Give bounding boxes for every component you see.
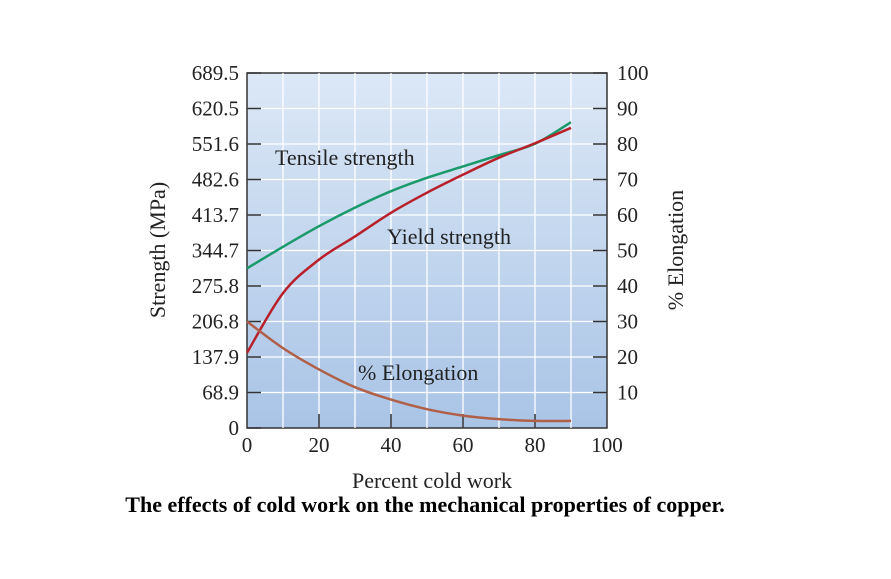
series-label-tensile: Tensile strength [275, 145, 415, 170]
y2-tick-label: 80 [617, 132, 638, 156]
y2-tick-label: 30 [617, 310, 638, 334]
y-tick-label: 413.7 [192, 203, 239, 227]
series-label-yield: Yield strength [387, 224, 511, 249]
y2-tick-label: 40 [617, 274, 638, 298]
x-tick-label: 100 [591, 433, 623, 457]
y2-tick-label: 100 [617, 61, 649, 85]
y-tick-label: 275.8 [192, 274, 239, 298]
x-tick-label: 60 [453, 433, 474, 457]
y2-axis-label: % Elongation [663, 190, 688, 310]
y-tick-label: 344.7 [192, 239, 239, 263]
series-line-yield [245, 126, 572, 354]
y2-tick-label: 90 [617, 97, 638, 121]
y-tick-label: 68.9 [202, 381, 239, 405]
y2-tick-label: 10 [617, 381, 638, 405]
series-line-elongation [246, 320, 572, 423]
y2-tick-label: 60 [617, 203, 638, 227]
y2-tick-label: 70 [617, 168, 638, 192]
y-tick-label: 0 [229, 416, 240, 440]
y-tick-label: 689.5 [192, 61, 239, 85]
x-tick-label: 0 [242, 433, 253, 457]
y-tick-label: 551.6 [192, 132, 239, 156]
x-tick-label: 40 [381, 433, 402, 457]
x-tick-label: 20 [309, 433, 330, 457]
x-axis-label: Percent cold work [352, 468, 512, 490]
figure-caption: The effects of cold work on the mechanic… [125, 492, 725, 517]
y-tick-label: 620.5 [192, 97, 239, 121]
y2-tick-label: 50 [617, 239, 638, 263]
chart-svg: 0 68.9 137.9 206.8 275.8 344.7 413.7 482.6 551.6… [145, 61, 688, 493]
y2-tick-label: 20 [617, 345, 638, 369]
series-label-elongation: % Elongation [358, 360, 478, 385]
y-tick-label: 482.6 [192, 168, 239, 192]
y-axis-label: Strength (MPa) [145, 182, 170, 318]
y-tick-label: 137.9 [192, 345, 239, 369]
x-tick-label: 80 [525, 433, 546, 457]
y-tick-label: 206.8 [192, 310, 239, 334]
